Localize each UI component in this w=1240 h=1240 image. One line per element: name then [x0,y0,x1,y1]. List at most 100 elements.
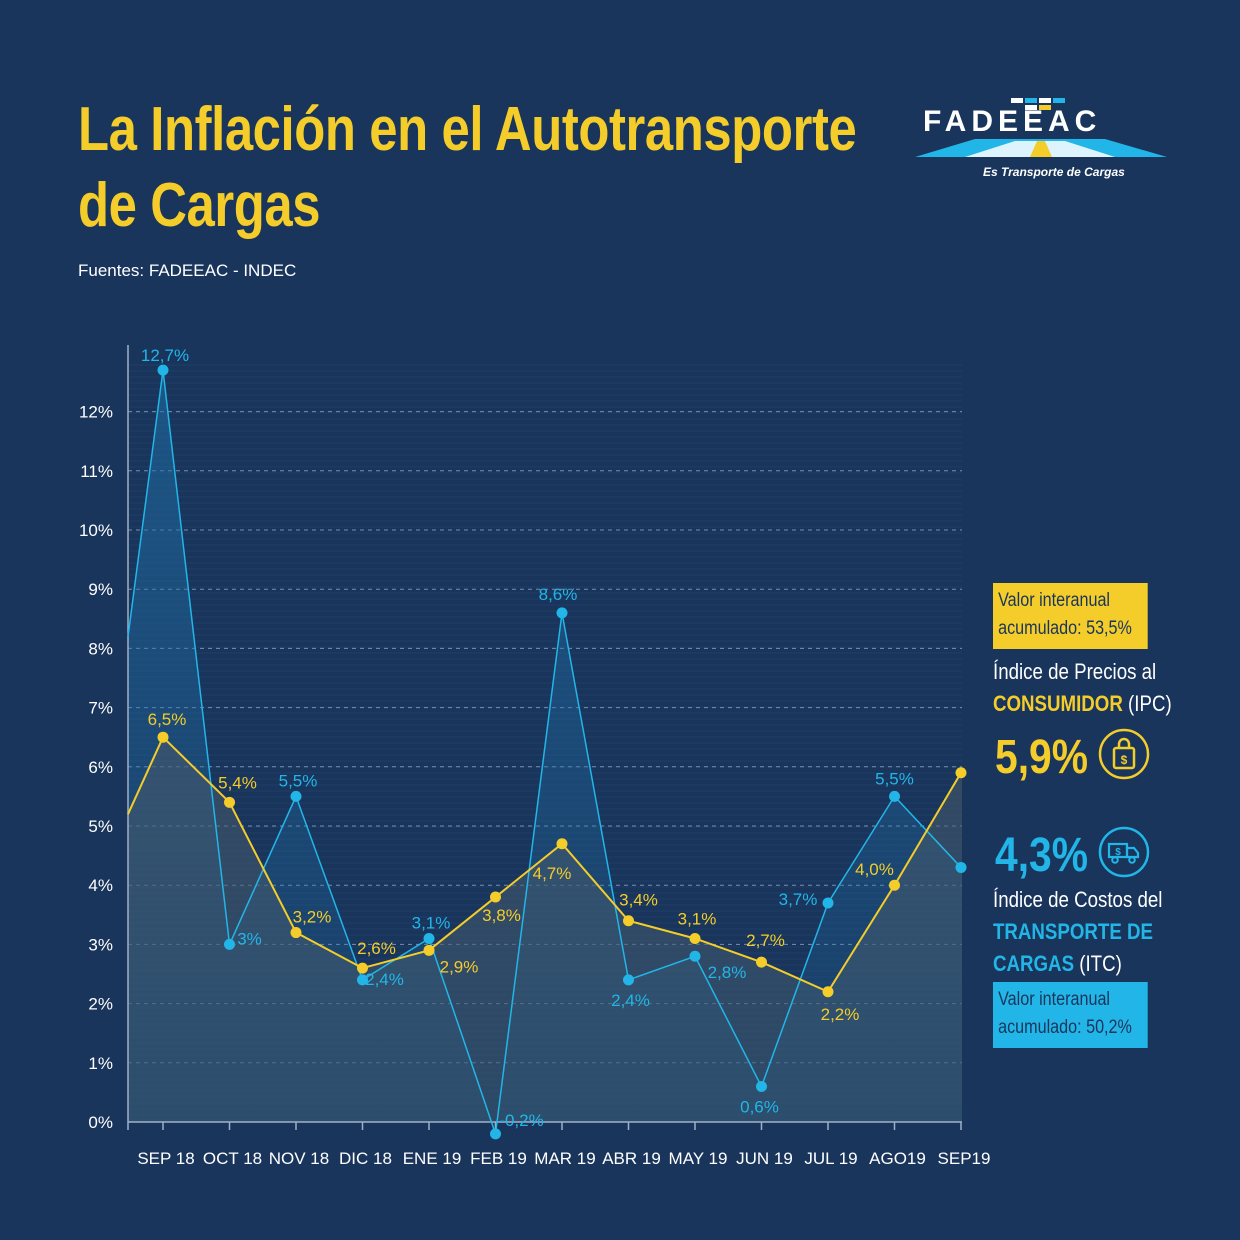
x-tick-label: MAY 19 [669,1149,728,1168]
ipc-data-label: 4,0% [855,860,894,879]
itc-point [955,861,967,873]
x-tick-label: SEP 18 [137,1149,194,1168]
logo-name: FADEEAC [923,105,1102,138]
itc-latest-value: 4,3% [995,829,1088,882]
x-tick-label: AGO19 [869,1149,926,1168]
itc-data-label: 2,8% [708,963,747,982]
x-tick-label: OCT 18 [203,1149,262,1168]
ipc-point [955,767,967,779]
itc-data-label: 2,4% [365,970,404,989]
y-tick-label: 4% [88,876,113,895]
ipc-data-label: 2,9% [440,957,479,976]
y-tick-label: 2% [88,995,113,1014]
ipc-box-line-2: acumulado: 53,5% [998,618,1132,639]
itc-name-bold-2: CARGAS [993,951,1075,976]
itc-line [127,370,962,1135]
ipc-area [128,737,962,1122]
itc-point [689,950,701,962]
itc-point [822,897,834,909]
x-tick-label: JUN 19 [736,1149,793,1168]
point-layer [157,364,967,1140]
logo-tagline: Es Transporte de Cargas [983,165,1125,179]
x-tick-label: FEB 19 [470,1149,527,1168]
x-tick-label: SEP19 [938,1149,991,1168]
itc-name-line-1: Índice de Costos del [993,887,1163,912]
title-line-1: La Inflación en el Autotransporte [78,95,857,164]
page-title: La Inflación en el Autotransporte de Car… [78,92,857,244]
ipc-point [490,891,501,903]
y-tick-label: 3% [88,935,113,954]
x-tick-label: ABR 19 [602,1149,661,1168]
ipc-point [889,879,900,891]
ipc-data-label: 2,6% [357,939,396,958]
ipc-data-label: 2,2% [821,1005,860,1024]
ipc-point [556,838,568,850]
svg-text:$: $ [1121,753,1128,767]
ipc-point [157,731,169,743]
ipc-accumulated-box: Valor interanual acumulado: 53,5% [993,583,1148,649]
x-tick-label: ENE 19 [403,1149,462,1168]
svg-text:$: $ [1115,847,1121,858]
label-layer: 12,7% 3% 5,5% 2,4% 3,1% -0,2% 8,6% 2,4% 2,8% 0,6%… [141,346,914,1130]
y-tick-label: 12% [79,403,113,422]
itc-point [756,1080,767,1092]
ipc-point [689,932,701,944]
y-tick-label: 8% [88,639,113,658]
y-tick-label: 7% [88,699,113,718]
y-tick-label: 1% [88,1054,113,1073]
itc-data-label: -0,2% [499,1111,543,1130]
ipc-box-line-1: Valor interanual [998,590,1111,611]
itc-data-label: 5,5% [279,771,318,790]
y-tick-label: 0% [88,1113,113,1132]
itc-point [357,974,368,986]
itc-point [157,364,169,376]
itc-data-label: 12,7% [141,346,189,365]
ipc-name-line-1: Índice de Precios al [993,659,1157,684]
ipc-name-suffix: (IPC) [1122,691,1172,716]
fadeeac-logo: FADEEAC Es Transporte de Cargas [905,95,1175,190]
itc-data-label: 2,4% [611,991,650,1010]
ipc-point [290,927,302,939]
title-line-2: de Cargas [78,171,321,240]
itc-point [290,790,302,802]
itc-point [423,932,435,944]
area-layer [128,370,962,1134]
axis-layer: 0% 1% 2% 3% 4% 5% 6% 7% 8% 9% 10% 11% 12% SEP 18 OCT 1… [79,345,991,1168]
itc-point [556,607,568,619]
x-tick-label: MAR 19 [534,1149,595,1168]
x-tick-label: NOV 18 [269,1149,329,1168]
y-tick-label: 6% [88,758,113,777]
itc-legend-name: Índice de Costos del TRANSPORTE DE CARGA… [993,884,1162,980]
ipc-point [357,962,368,974]
ipc-data-label: 2,7% [746,931,785,950]
y-tick-label: 10% [79,521,113,540]
itc-box-line-1: Valor interanual [998,989,1111,1010]
itc-data-label: 3% [237,929,262,948]
itc-data-label: 5,5% [875,769,914,788]
ipc-latest-value: 5,9% [995,731,1088,784]
itc-box-line-2: acumulado: 50,2% [998,1017,1132,1038]
y-tick-label: 5% [88,817,113,836]
itc-name-bold-1: TRANSPORTE DE [993,919,1154,944]
ipc-legend-name: Índice de Precios al CONSUMIDOR (IPC) [993,656,1172,720]
ipc-data-label: 3,4% [619,891,658,910]
ipc-data-label: 3,8% [482,906,521,925]
itc-point [490,1128,501,1140]
ipc-name-bold: CONSUMIDOR [993,691,1123,716]
itc-point [623,974,634,986]
x-tick-label: JUL 19 [804,1149,857,1168]
itc-point [224,938,235,950]
itc-data-label: 3,1% [412,913,451,932]
itc-name-suffix: (ITC) [1074,951,1122,976]
ipc-point [423,944,435,956]
line-layer [127,370,962,1135]
ipc-data-label: 4,7% [533,864,572,883]
ipc-data-label: 3,1% [678,909,717,928]
itc-data-label: 3,7% [779,890,818,909]
ipc-data-label: 3,2% [293,908,332,927]
ipc-point [822,986,834,998]
itc-area [128,370,962,1134]
logo-graphic [915,98,1167,157]
truck-icon: $ [1098,826,1150,878]
itc-point [889,790,900,802]
